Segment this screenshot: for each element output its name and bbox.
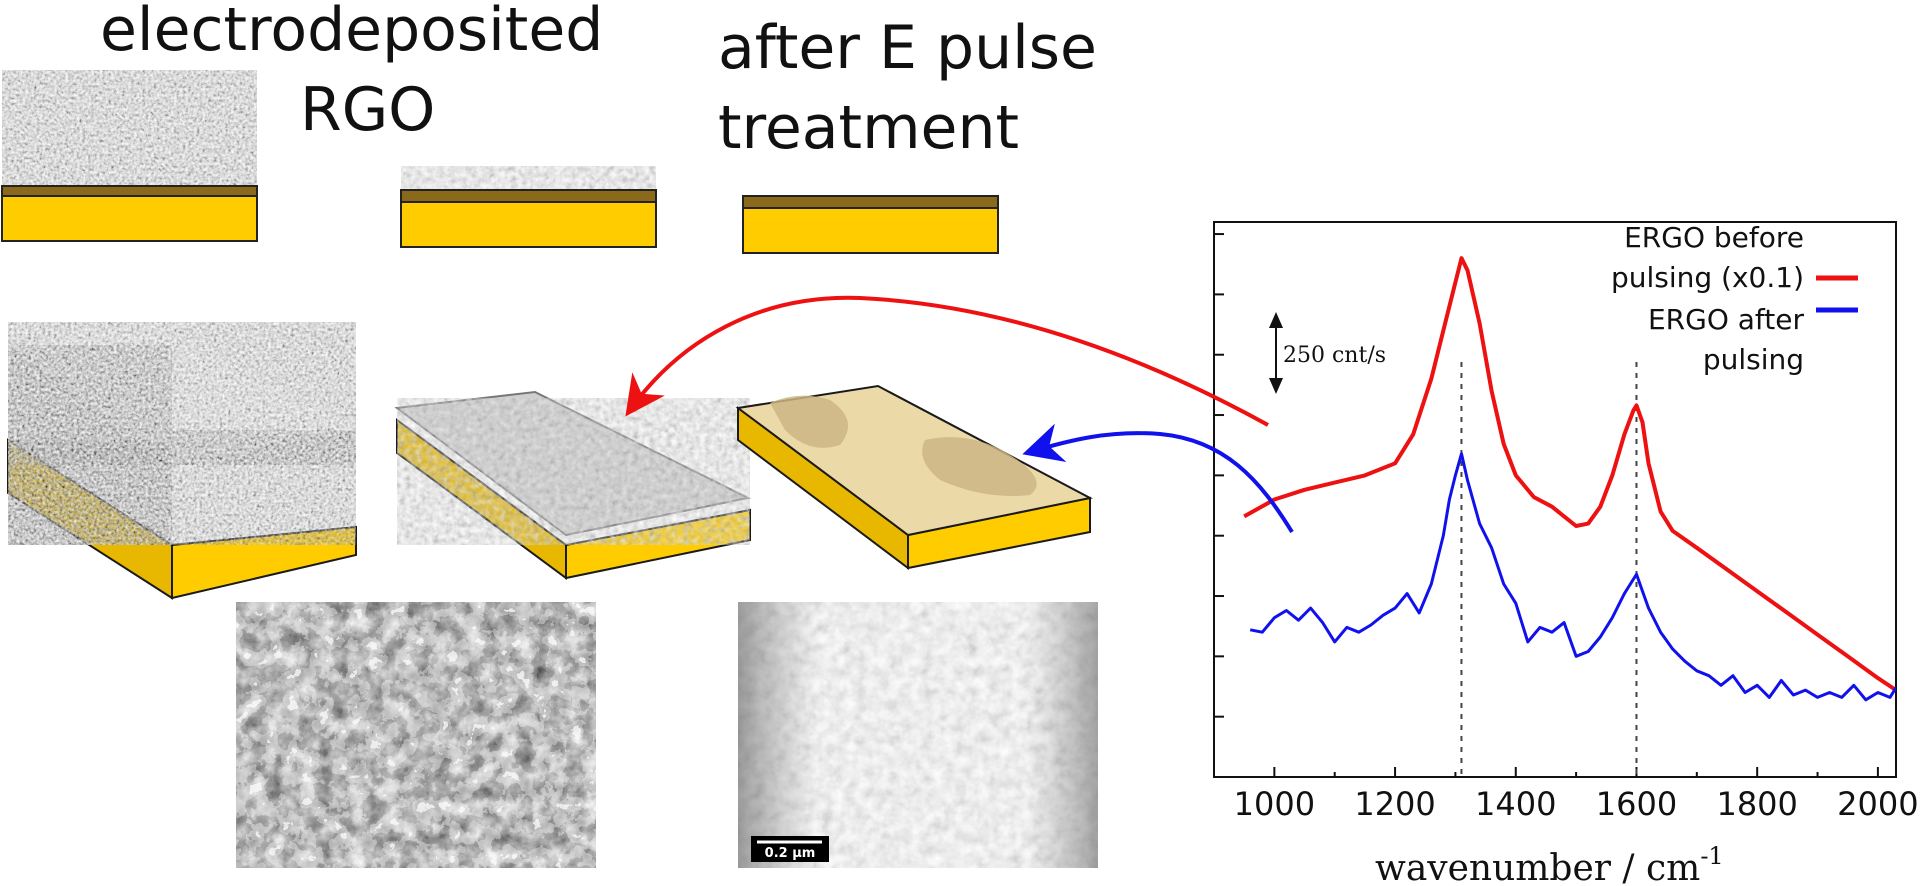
legend-blue-line1: ERGO after — [1648, 303, 1805, 336]
cross-section-thinned — [400, 165, 657, 248]
x-tick-label: 2000 — [1837, 785, 1918, 823]
x-tick-label: 1000 — [1234, 785, 1315, 823]
electrodeposited-label: electrodeposited — [100, 0, 604, 65]
legend-red-line1: ERGO before — [1624, 221, 1804, 254]
rgo-label: RGO — [300, 75, 436, 145]
x-tick-label: 1200 — [1354, 785, 1435, 823]
legend-red-line2: pulsing (x0.1) — [1611, 261, 1804, 294]
series-after-pulsing — [1249, 452, 1896, 702]
blue-arrow — [1022, 423, 1294, 534]
scale-annotation: 250 cnt/s — [1269, 312, 1386, 394]
cross-section-after-pulse — [742, 195, 999, 254]
raman-chart: 1000 1200 1400 1600 1800 2000 250 cnt/s ERGO … — [1213, 221, 1919, 886]
scale-annotation-label: 250 cnt/s — [1283, 343, 1386, 368]
series-before-pulsing — [1243, 256, 1896, 692]
treatment-label: treatment — [718, 93, 1019, 163]
scale-bar-box — [751, 836, 829, 862]
x-tick-label: 1400 — [1475, 785, 1556, 823]
sem-micrograph: 0.2 µm — [738, 602, 1098, 868]
scale-bar-label: 0.2 µm — [765, 846, 816, 861]
reference-lines — [1460, 362, 1638, 777]
legend: ERGO before pulsing (x0.1) ERGO after pu… — [1611, 221, 1858, 376]
chart-frame — [1213, 221, 1897, 778]
legend-blue-line2: pulsing — [1703, 343, 1804, 376]
block-electrodeposited-3d — [7, 322, 357, 600]
block-thinned-3d — [393, 390, 755, 580]
x-tick-label: 1800 — [1716, 785, 1797, 823]
block-after-pulse-3d — [735, 384, 1093, 571]
x-tick-label: 1600 — [1596, 785, 1677, 823]
x-axis-label-sup: -1 — [1700, 842, 1723, 870]
cross-section-electrodeposited — [1, 69, 258, 242]
red-arrow — [625, 295, 1269, 427]
tem-micrograph — [236, 602, 596, 868]
x-ticks: 1000 1200 1400 1600 1800 2000 — [1213, 767, 1919, 823]
y-ticks — [1214, 233, 1224, 718]
after-pulse-label: after E pulse — [718, 13, 1097, 83]
x-axis-label: wavenumber / cm-1 — [1375, 842, 1724, 886]
